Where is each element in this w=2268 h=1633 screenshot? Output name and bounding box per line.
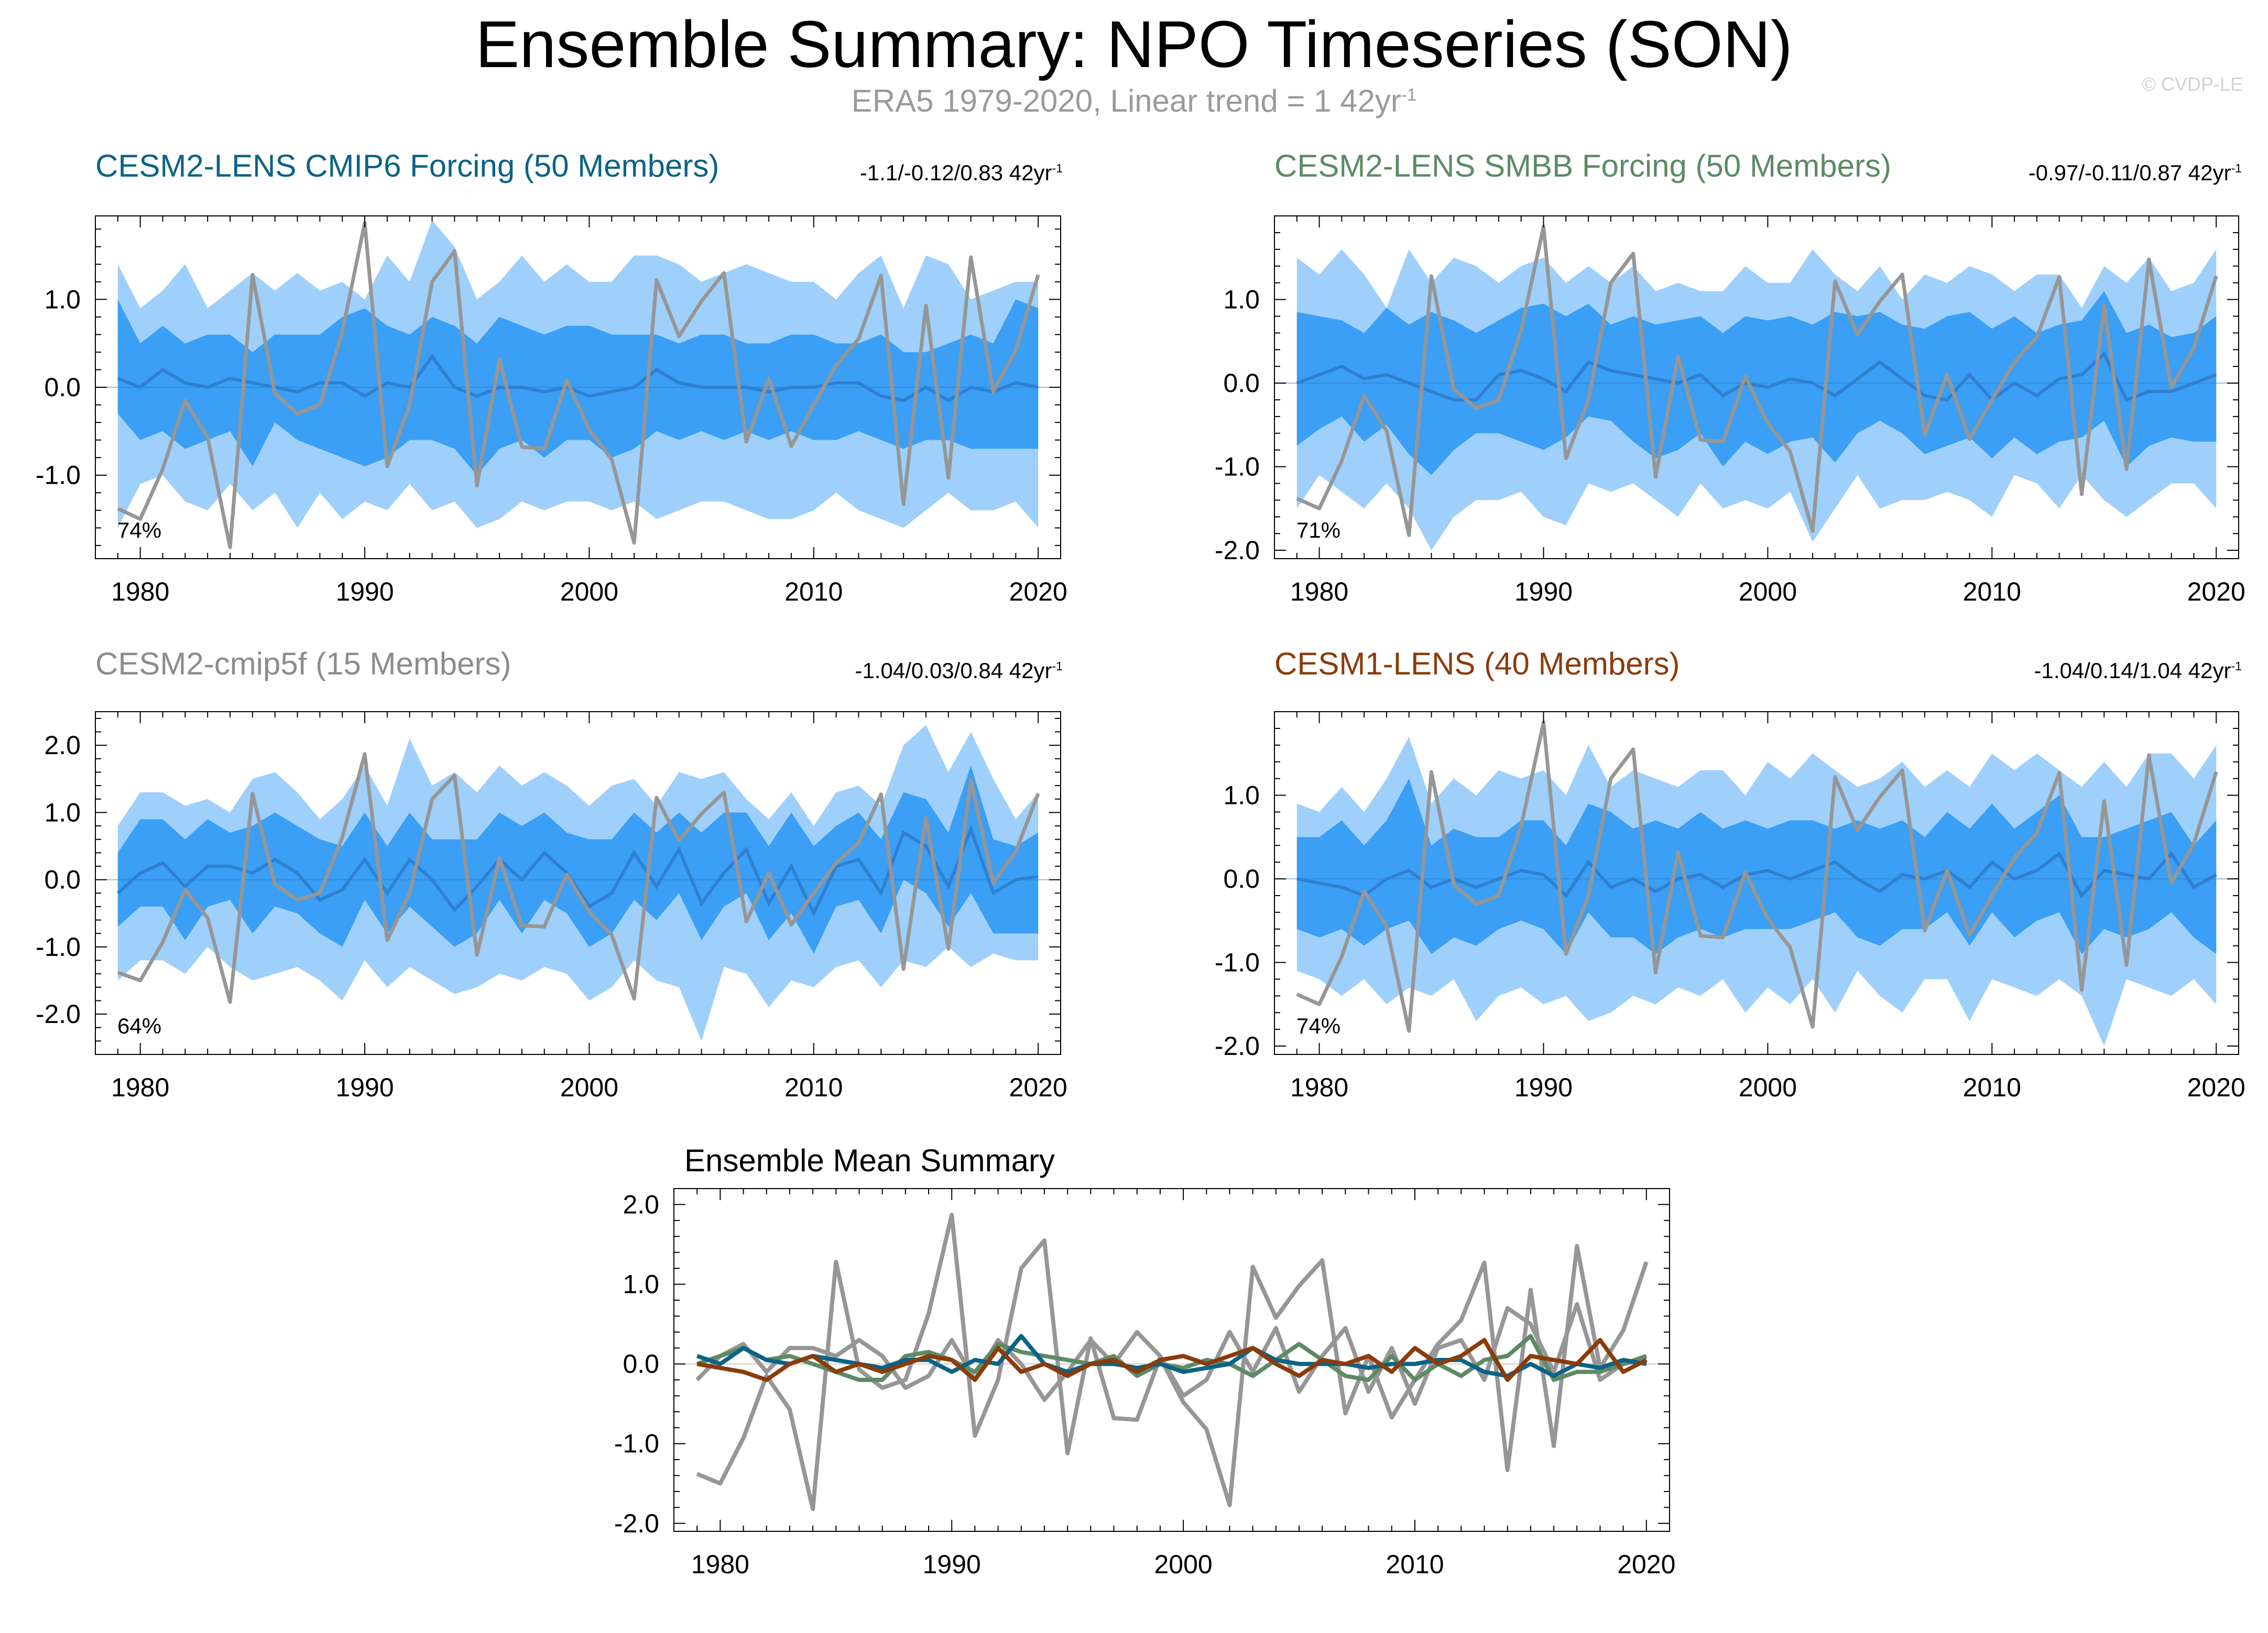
y-tick-label: 0.0 bbox=[623, 1349, 659, 1379]
y-tick-label: 1.0 bbox=[44, 798, 81, 827]
observation-line bbox=[1296, 225, 2218, 537]
chart-cmip6: 74% 1980 1990 2000 2010 2020 1.0 0.0 -1.0 bbox=[36, 215, 1067, 606]
y-tick-label: 2.0 bbox=[623, 1190, 659, 1219]
y-tick-label: -2.0 bbox=[36, 999, 81, 1029]
x-tick-label: 2010 bbox=[784, 1073, 843, 1102]
percentile-band bbox=[117, 765, 1039, 954]
ensemble-mean-line bbox=[1296, 851, 2217, 899]
correlation-label: 64% bbox=[117, 1014, 161, 1038]
correlation-label: 71% bbox=[1296, 518, 1340, 542]
y-tick-label: 1.0 bbox=[1223, 781, 1260, 810]
trend-label-lens1: -1.04/0.14/1.04 42yr-1 bbox=[2034, 653, 2242, 684]
trend-label-cmip6: -1.1/-0.12/0.83 42yr-1 bbox=[860, 155, 1063, 186]
x-tick-label: 1980 bbox=[111, 1073, 169, 1102]
x-tick-label: 2000 bbox=[1739, 1073, 1797, 1102]
ensemble-mean-line bbox=[1296, 351, 2217, 402]
ensemble-mean-line bbox=[117, 354, 1039, 402]
percentile-band bbox=[1296, 778, 2217, 954]
trend-label-smbb: -0.97/-0.11/0.87 42yr-1 bbox=[2029, 155, 2242, 186]
x-tick-label: 2000 bbox=[560, 1073, 618, 1102]
x-tick-label: 1990 bbox=[1514, 577, 1573, 606]
plot-frame bbox=[95, 711, 1061, 1055]
x-tick-label: 2010 bbox=[784, 577, 843, 606]
x-tick-label: 1980 bbox=[691, 1550, 749, 1579]
trend-text-lens1: -1.04/0.14/1.04 42yr bbox=[2034, 658, 2231, 683]
chart-cmip5f: 64% 1980 1990 2000 2010 2020 2.0 1.0 0.0 -1.0 -2.0 bbox=[36, 711, 1067, 1102]
y-tick-label: -1.0 bbox=[36, 932, 81, 962]
trend-sup-cmip5f: -1 bbox=[1052, 659, 1063, 673]
x-tick-label: 2000 bbox=[1154, 1550, 1212, 1579]
y-tick-label: 0.0 bbox=[1223, 368, 1260, 398]
correlation-label: 74% bbox=[117, 518, 161, 542]
y-tick-label: -1.0 bbox=[1215, 452, 1260, 482]
x-tick-label: 1980 bbox=[1290, 1073, 1348, 1102]
trend-sup-smbb: -1 bbox=[2231, 161, 2242, 175]
y-tick-label: 1.0 bbox=[44, 285, 81, 314]
y-tick-label: -1.0 bbox=[1215, 948, 1260, 977]
trend-text-cmip6: -1.1/-0.12/0.83 42yr bbox=[859, 160, 1052, 185]
x-tick-label: 2010 bbox=[1963, 1073, 2021, 1102]
plot-frame bbox=[1274, 215, 2239, 559]
y-tick-label: 0.0 bbox=[44, 865, 81, 895]
y-tick-label: 1.0 bbox=[623, 1270, 659, 1299]
trend-sup-cmip6: -1 bbox=[1052, 161, 1063, 175]
plot-frame bbox=[673, 1188, 1670, 1532]
x-tick-label: 2020 bbox=[2187, 577, 2245, 606]
watermark: © CVDP-LE bbox=[2142, 73, 2243, 95]
x-tick-label: 2010 bbox=[1386, 1550, 1444, 1579]
x-tick-label: 2000 bbox=[560, 577, 618, 606]
chart-ensemble: 1980 1990 2000 2010 2020 2.0 1.0 0.0 -1.0 -2.0 bbox=[614, 1188, 1675, 1579]
x-tick-label: 2000 bbox=[1739, 577, 1797, 606]
subtitle-superscript: -1 bbox=[1401, 85, 1417, 104]
x-tick-label: 2020 bbox=[1009, 1073, 1067, 1102]
x-tick-label: 2020 bbox=[2187, 1073, 2245, 1102]
x-tick-label: 1990 bbox=[335, 1073, 394, 1102]
y-tick-label: -2.0 bbox=[614, 1509, 659, 1538]
subtitle-text: ERA5 1979-2020, Linear trend = 1 42yr bbox=[851, 83, 1401, 118]
x-tick-label: 2020 bbox=[1009, 577, 1067, 606]
trend-text-smbb: -0.97/-0.11/0.87 42yr bbox=[2028, 160, 2231, 185]
page-title: Ensemble Summary: NPO Timeseries (SON) bbox=[475, 7, 1793, 81]
observation-line bbox=[1296, 721, 2218, 1033]
observation-line bbox=[117, 221, 1040, 549]
x-tick-label: 1990 bbox=[923, 1550, 981, 1579]
panel-title-lens1: CESM1-LENS (40 Members) bbox=[1274, 646, 1680, 681]
y-tick-label: 2.0 bbox=[44, 731, 81, 760]
y-tick-label: -2.0 bbox=[1215, 1031, 1260, 1061]
trend-sup-lens1: -1 bbox=[2231, 659, 2242, 673]
x-tick-label: 1990 bbox=[335, 577, 394, 606]
y-tick-label: -1.0 bbox=[614, 1429, 659, 1458]
trend-text-cmip5f: -1.04/0.03/0.84 42yr bbox=[855, 658, 1052, 683]
x-tick-label: 1980 bbox=[111, 577, 169, 606]
y-tick-label: 0.0 bbox=[44, 373, 81, 402]
panel-title-cmip6: CESM2-LENS CMIP6 Forcing (50 Members) bbox=[95, 148, 719, 183]
series-line-cesm1-lens bbox=[696, 1338, 1648, 1382]
page-subtitle: ERA5 1979-2020, Linear trend = 1 42yr-1 bbox=[0, 83, 2268, 119]
y-tick-label: -2.0 bbox=[1215, 536, 1260, 565]
panel-title-ensemble: Ensemble Mean Summary bbox=[684, 1143, 1055, 1178]
chart-lens1: 74% 1980 1990 2000 2010 2020 1.0 0.0 -1.0 -2.0 bbox=[1215, 711, 2245, 1102]
y-tick-label: 0.0 bbox=[1223, 864, 1260, 894]
correlation-label: 74% bbox=[1296, 1014, 1340, 1038]
observation-line bbox=[117, 752, 1040, 1004]
chart-smbb: 71% 1980 1990 2000 2010 2020 1.0 0.0 -1.0 -2.0 bbox=[1215, 215, 2245, 606]
panel-title-smbb: CESM2-LENS SMBB Forcing (50 Members) bbox=[1274, 148, 1891, 183]
x-tick-label: 2020 bbox=[1617, 1550, 1675, 1579]
x-tick-label: 1980 bbox=[1290, 577, 1348, 606]
x-tick-label: 1990 bbox=[1514, 1073, 1573, 1102]
y-tick-label: 1.0 bbox=[1223, 285, 1260, 314]
plot-frame bbox=[1274, 711, 2239, 1055]
series-line-cesm2-cmip5f bbox=[695, 1302, 1647, 1406]
x-tick-label: 2010 bbox=[1963, 577, 2021, 606]
y-tick-label: -1.0 bbox=[36, 461, 81, 490]
trend-label-cmip5f: -1.04/0.03/0.84 42yr-1 bbox=[855, 653, 1063, 684]
panel-title-cmip5f: CESM2-cmip5f (15 Members) bbox=[95, 646, 511, 681]
